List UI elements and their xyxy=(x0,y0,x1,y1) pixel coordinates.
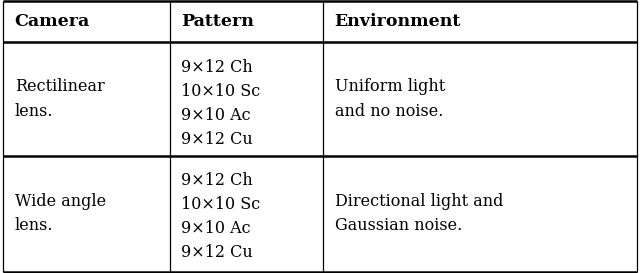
Text: Environment: Environment xyxy=(335,13,461,30)
Text: Wide angle
lens.: Wide angle lens. xyxy=(15,193,106,234)
Text: Rectilinear
lens.: Rectilinear lens. xyxy=(15,78,104,120)
Text: Pattern: Pattern xyxy=(181,13,254,30)
Text: 9×12 Ch
10×10 Sc
9×10 Ac
9×12 Cu: 9×12 Ch 10×10 Sc 9×10 Ac 9×12 Cu xyxy=(181,172,260,262)
Text: Camera: Camera xyxy=(15,13,90,30)
Text: 9×12 Ch
10×10 Sc
9×10 Ac
9×12 Cu: 9×12 Ch 10×10 Sc 9×10 Ac 9×12 Cu xyxy=(181,59,260,148)
Text: Directional light and
Gaussian noise.: Directional light and Gaussian noise. xyxy=(335,193,503,234)
Text: Uniform light
and no noise.: Uniform light and no noise. xyxy=(335,78,445,120)
